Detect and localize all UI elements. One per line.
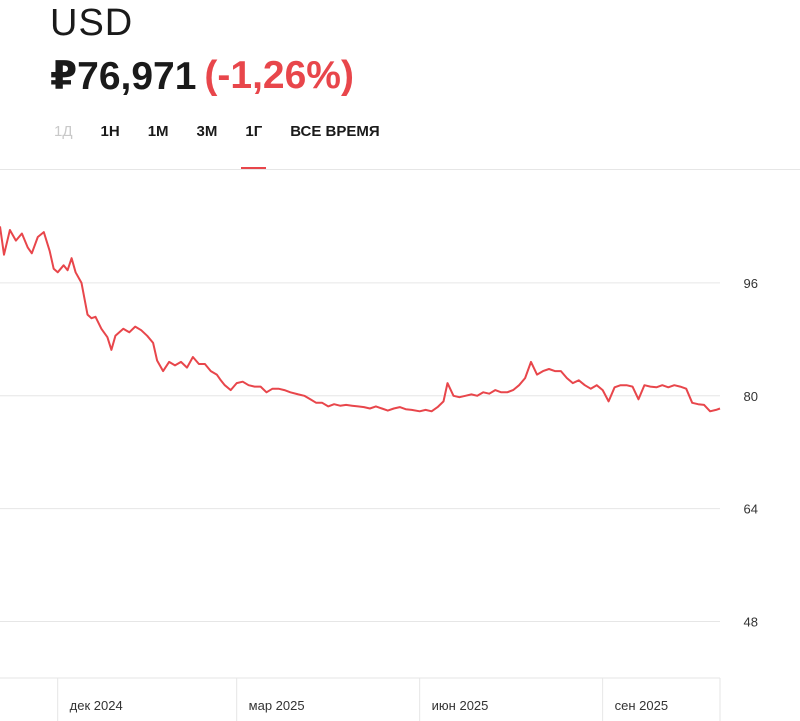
tab-6[interactable]: ВСЕ ВРЕМЯ (290, 123, 380, 140)
currency-title: USD (50, 2, 134, 44)
x-tick-label: июн 2025 (432, 698, 489, 713)
tab-4[interactable]: 3М (196, 123, 218, 140)
price-change: (-1,26%) (204, 54, 354, 97)
tab-2[interactable]: 1Н (100, 123, 120, 140)
tab-1: 1Д (54, 123, 73, 140)
x-tick-label: сен 2025 (615, 698, 668, 713)
tab-3[interactable]: 1М (147, 123, 169, 140)
y-tick-label: 80 (744, 389, 758, 404)
header-divider (0, 169, 800, 170)
price-row: ₽76,971 (-1,26%) (50, 54, 354, 99)
y-tick-label: 48 (744, 615, 758, 630)
y-tick-label: 64 (744, 502, 758, 517)
x-tick-label: дек 2024 (70, 698, 123, 713)
price-chart: 96 80 64 48 дек 2024 мар 2025 июн 2025 сен 2025 (0, 226, 758, 721)
tab-5[interactable]: 1Г (231, 122, 276, 170)
current-price: ₽76,971 (50, 55, 197, 98)
period-tabs: 1Д 1Н 1М 3М 1Г ВСЕ ВРЕМЯ (40, 122, 394, 170)
x-tick-label: мар 2025 (249, 698, 305, 713)
y-tick-label: 96 (744, 276, 758, 291)
series-line (0, 226, 721, 413)
